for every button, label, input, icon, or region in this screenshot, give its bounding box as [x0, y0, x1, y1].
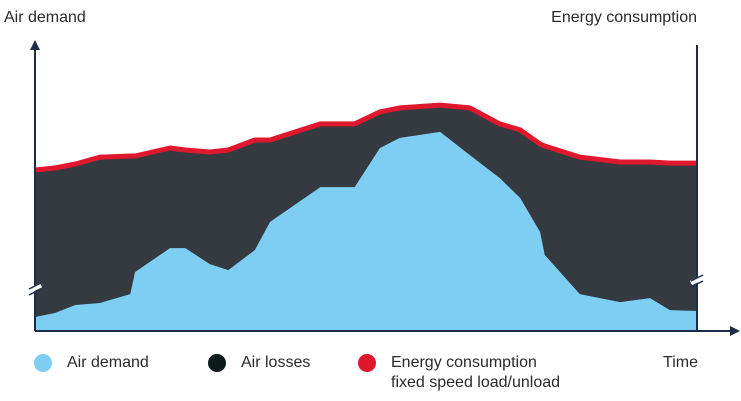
x-axis-label: Time	[663, 354, 698, 371]
x-arrow	[730, 326, 740, 336]
y2-axis-label: Energy consumption	[551, 9, 697, 26]
legend-swatch	[34, 354, 52, 372]
plot	[34, 102, 697, 331]
axis-break	[28, 274, 704, 296]
y-arrow	[30, 40, 40, 50]
legend-swatch	[358, 354, 376, 372]
legend-swatch	[208, 354, 226, 372]
y-axis-label: Air demand	[4, 9, 86, 26]
legend-label: Energy consumption	[391, 354, 537, 371]
air-demand-area	[35, 131, 697, 331]
energy-line	[34, 102, 697, 173]
legend-label: fixed speed load/unload	[391, 374, 560, 391]
axis-break-bg	[27, 274, 705, 294]
legend-label: Air demand	[67, 354, 149, 371]
legend: Air demand Air losses Energy consumption fi…	[34, 354, 560, 391]
axes	[27, 40, 740, 336]
legend-label: Air losses	[241, 354, 310, 371]
